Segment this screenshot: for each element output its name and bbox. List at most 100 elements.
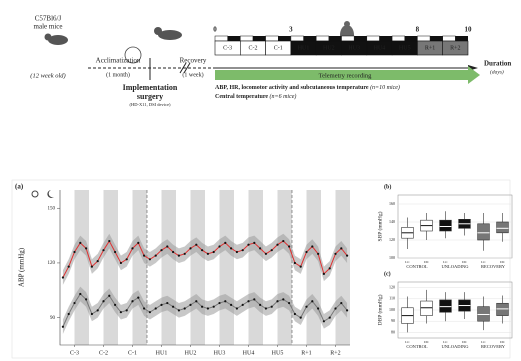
data-point	[183, 252, 186, 255]
box	[477, 223, 490, 241]
x-tick-label: HU3	[214, 350, 226, 356]
data-point	[172, 250, 175, 254]
day-stripe	[379, 36, 393, 41]
night-band	[190, 190, 205, 345]
data-point	[172, 305, 175, 308]
day-stripe	[430, 36, 443, 41]
sex: male mice	[34, 23, 63, 31]
surgery-device: (HD-X11, DSI device)	[130, 102, 171, 108]
data-point	[108, 239, 111, 243]
data-point	[114, 303, 117, 306]
day-stripe	[278, 36, 291, 41]
data-point	[230, 247, 233, 250]
data-point	[85, 298, 88, 301]
panel-label: (b)	[384, 183, 391, 190]
group-label: CONTROL	[406, 344, 428, 349]
data-point	[114, 250, 117, 254]
data-point	[235, 250, 238, 254]
y-tick-label: 90	[391, 318, 395, 323]
data-point	[108, 294, 111, 297]
data-point	[102, 300, 105, 303]
x-tick-label: LC	[481, 260, 486, 264]
plot-frame	[397, 194, 513, 259]
y-tick-label: 140	[389, 219, 395, 224]
y-tick-label: 80	[391, 329, 395, 334]
night-band	[74, 190, 89, 345]
day-stripe	[290, 35, 304, 42]
night-band	[161, 190, 176, 345]
data-point	[224, 300, 227, 303]
y-tick-label: 100	[389, 307, 395, 312]
day-stripe	[455, 36, 468, 41]
x-tick-label: HU2	[185, 350, 197, 356]
day-stripe	[404, 36, 418, 41]
measure-text: ABP, HR, locomotor activity and subcutan…	[215, 85, 369, 91]
data-point	[154, 307, 157, 310]
telemetry-label: Telemetry recording	[319, 72, 373, 79]
box	[496, 221, 509, 234]
data-point	[61, 325, 64, 328]
day-stripe	[442, 35, 456, 42]
data-point	[143, 254, 146, 257]
data-point	[177, 254, 180, 257]
y-tick-label: 110	[389, 296, 395, 301]
x-tick-label: DC	[462, 260, 468, 264]
day-stripe	[341, 35, 355, 42]
data-point	[206, 252, 209, 255]
data-point	[317, 307, 320, 310]
night-band	[335, 190, 350, 345]
strain: C57Bl6/J	[35, 15, 62, 23]
surgery: Implementation	[123, 83, 178, 92]
data-point	[201, 305, 204, 308]
day-mark: 0	[213, 26, 217, 34]
data-point	[340, 247, 343, 250]
y-tick-label: 160	[389, 201, 395, 206]
data-point	[102, 249, 105, 252]
data-point	[160, 249, 163, 252]
data-point	[253, 298, 256, 301]
data-point	[311, 245, 314, 248]
data-point	[154, 254, 157, 257]
data-point	[183, 307, 186, 310]
day-stripe	[391, 35, 406, 42]
day-label: R+1	[425, 45, 435, 51]
data-point	[259, 247, 262, 250]
night-band	[277, 190, 292, 345]
group-label: CONTROL	[406, 264, 428, 269]
day-label: C-3	[223, 45, 232, 51]
day-stripe	[240, 35, 254, 42]
day-mark: 10	[465, 26, 473, 34]
data-point	[276, 243, 279, 246]
recovery: Recovery	[180, 57, 207, 65]
break-mark	[179, 62, 187, 74]
data-point	[195, 300, 198, 303]
figure-panel	[11, 179, 511, 359]
data-point	[241, 303, 244, 306]
data-point	[125, 309, 128, 312]
x-tick-label: R+1	[301, 350, 311, 356]
box	[439, 299, 452, 313]
night-band	[248, 190, 263, 345]
data-point	[61, 276, 64, 279]
data-point	[201, 249, 204, 252]
panel-label: (a)	[15, 183, 24, 191]
data-point	[96, 260, 99, 263]
data-point	[311, 300, 314, 303]
data-point	[212, 305, 215, 308]
telemetry-bar	[215, 70, 468, 80]
data-point	[224, 241, 227, 244]
data-point	[189, 247, 192, 250]
duration: Duration	[484, 60, 511, 68]
data-point	[230, 303, 233, 306]
x-tick-label: HU5	[272, 350, 284, 356]
data-point	[293, 261, 296, 265]
age: (12 week old)	[30, 72, 65, 79]
x-tick-label: C-2	[99, 350, 108, 356]
data-point	[218, 245, 221, 248]
x-tick-label: LC	[405, 340, 410, 344]
telemetry-arrow	[468, 66, 480, 84]
group-label: RECOVERY	[481, 344, 506, 349]
data-point	[160, 303, 163, 306]
data-point	[270, 305, 273, 308]
